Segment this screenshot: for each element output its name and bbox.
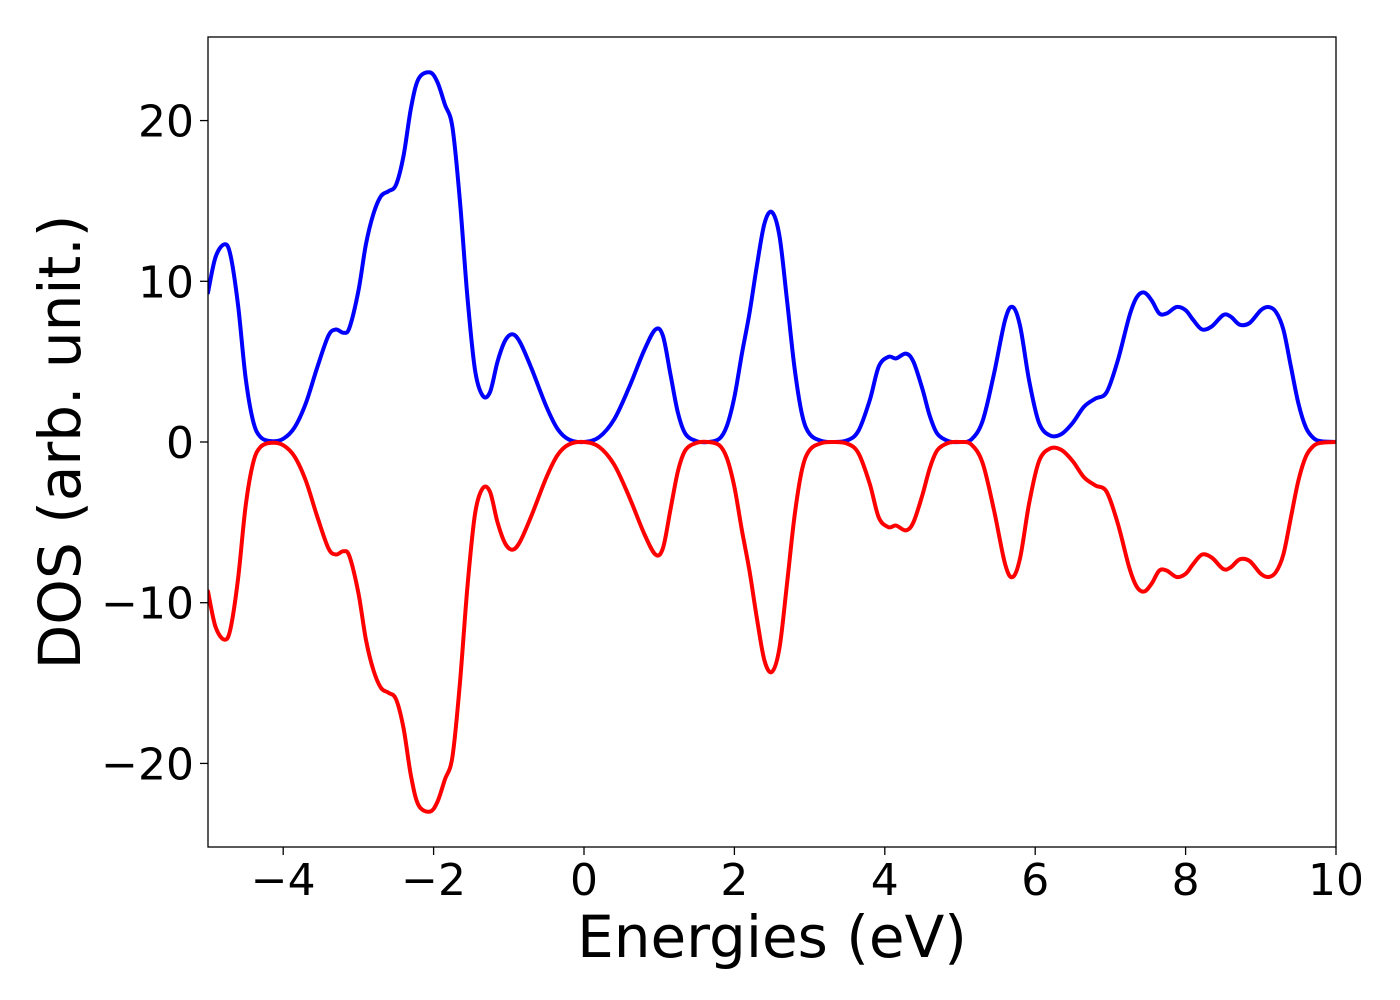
x-axis-label: Energies (eV) bbox=[577, 903, 967, 971]
x-tick-label: 10 bbox=[1308, 855, 1364, 906]
x-tick-label: 2 bbox=[720, 855, 748, 906]
x-tick-label: 0 bbox=[570, 855, 598, 906]
x-tick-label: −4 bbox=[251, 855, 316, 906]
plot-frame bbox=[207, 36, 1337, 848]
series-layer bbox=[208, 70, 1336, 814]
y-tick-label: −20 bbox=[101, 739, 194, 790]
x-axis: −4 −2 0 2 4 6 8 10 bbox=[251, 847, 1364, 906]
x-tick-label: −2 bbox=[401, 855, 466, 906]
y-axis-label: DOS (arb. unit.) bbox=[26, 215, 94, 670]
x-tick-label: 8 bbox=[1172, 855, 1200, 906]
series-line-1 bbox=[208, 439, 1336, 814]
y-tick-label: −10 bbox=[101, 579, 194, 630]
x-tick-label: 6 bbox=[1021, 855, 1049, 906]
y-tick-label: 0 bbox=[166, 418, 194, 469]
series-line-0 bbox=[208, 70, 1336, 445]
y-tick-label: 10 bbox=[138, 257, 194, 308]
y-axis: −20 −10 0 10 20 bbox=[101, 97, 208, 790]
y-tick-label: 20 bbox=[138, 97, 194, 148]
x-tick-label: 4 bbox=[871, 855, 899, 906]
